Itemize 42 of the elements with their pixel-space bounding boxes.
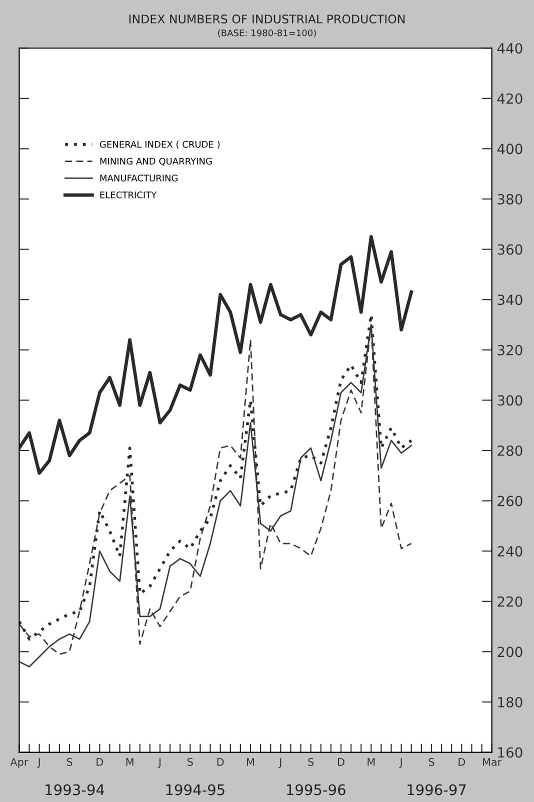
x-tick-label: D — [338, 758, 344, 766]
text: 1994-95 — [166, 784, 224, 796]
x-tick-label: J — [278, 758, 282, 768]
x-tick-label: J — [37, 758, 40, 768]
y-tick-label: 260 — [498, 496, 522, 506]
x-tick-label: S — [308, 758, 314, 766]
y-tick-label: 240 — [498, 546, 522, 557]
text: 1995-96 — [286, 784, 346, 796]
x-tick-label: M — [126, 758, 134, 766]
x-tick-label: M — [368, 758, 375, 766]
y-tick-label: 420 — [497, 93, 522, 104]
x-tick-label: D — [458, 758, 466, 766]
legend-label: MINING AND QUARRYING — [100, 158, 212, 166]
legend-label: ELECTRICITY — [100, 191, 157, 198]
chart-subtitle: (BASE: 1980-81=100) — [218, 29, 316, 38]
x-tick-label: J — [399, 758, 402, 768]
y-tick-label: 160 — [498, 747, 522, 758]
x-tick-label: S — [188, 758, 193, 766]
y-tick-label: 200 — [498, 646, 522, 658]
x-tick-label: M — [247, 758, 254, 766]
x-tick-label: Mar — [483, 758, 502, 766]
y-tick-label: 360 — [498, 244, 522, 255]
y-tick-label: 380 — [498, 194, 522, 204]
x-tick-label: D — [96, 758, 104, 766]
legend-label: GENERAL INDEX ( CRUDE ) — [100, 140, 220, 149]
x-tick-label: J — [158, 758, 161, 768]
x-tick-label: S — [66, 758, 72, 766]
x-tick-label: D — [217, 758, 224, 766]
y-tick-label: 320 — [498, 344, 522, 356]
chart-title: INDEX NUMBERS OF INDUSTRIAL PRODUCTION — [129, 14, 405, 24]
text: 1996-97 — [408, 784, 466, 796]
y-tick-label: 280 — [498, 445, 522, 456]
legend-label: MANUFACTURING — [100, 174, 178, 182]
y-tick-label: 220 — [498, 596, 522, 607]
y-tick-label: 180 — [498, 696, 522, 708]
x-tick-label: Apr — [10, 758, 28, 768]
y-tick-label: 400 — [497, 144, 522, 154]
y-tick-label: 440 — [497, 43, 522, 54]
text: 1993-94 — [46, 784, 104, 796]
y-tick-label: 340 — [498, 294, 522, 306]
x-tick-label: S — [428, 758, 434, 766]
y-tick-label: 300 — [498, 395, 522, 406]
